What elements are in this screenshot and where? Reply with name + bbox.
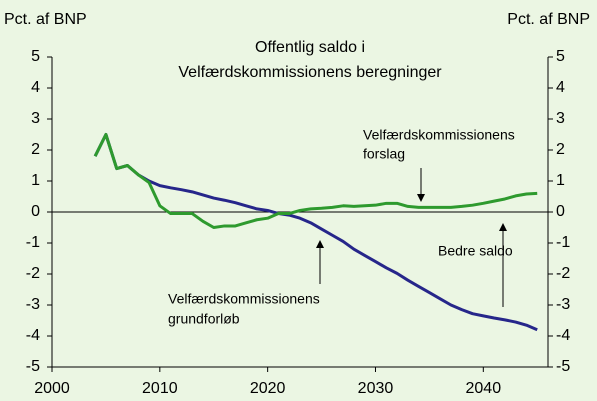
y-tick-label: 5: [31, 48, 40, 65]
y2-tick-label: 5: [556, 48, 565, 65]
y2-axis-label: Pct. af BNP: [507, 11, 590, 28]
chart-title: Offentlig saldo i: [255, 39, 365, 56]
annotation: Bedre saldo: [438, 243, 513, 259]
y-tick-label: 2: [31, 141, 40, 158]
y2-tick-label: -3: [556, 296, 570, 313]
annotation: grundforløb: [168, 311, 240, 327]
y-tick-label: -4: [26, 327, 40, 344]
y-tick-label: 0: [31, 203, 40, 220]
y2-tick-label: 0: [556, 203, 565, 220]
y-tick-label: 1: [31, 172, 40, 189]
y-tick-label: -1: [26, 234, 40, 251]
chart-title: Velfærdskommissionens beregninger: [178, 64, 442, 81]
y2-tick-label: -4: [556, 327, 570, 344]
y-tick-label: -2: [26, 265, 40, 282]
y2-tick-label: 1: [556, 172, 565, 189]
line-series: [93, 133, 538, 229]
y2-tick-label: -1: [556, 234, 570, 251]
annotation: forslag: [363, 146, 405, 162]
y2-tick-label: -2: [556, 265, 570, 282]
y2-tick-label: 3: [556, 110, 565, 127]
y-tick-label: 3: [31, 110, 40, 127]
line-series: [93, 133, 538, 332]
y-tick-label: -5: [26, 358, 40, 375]
x-tick-label: 2030: [358, 380, 394, 397]
x-tick-label: 2040: [466, 380, 502, 397]
x-tick-label: 2020: [250, 380, 286, 397]
y-axis-label: Pct. af BNP: [4, 11, 87, 28]
y2-tick-label: 4: [556, 79, 565, 96]
y-tick-label: 4: [31, 79, 40, 96]
y-tick-label: -3: [26, 296, 40, 313]
y2-tick-label: 2: [556, 141, 565, 158]
annotation: Velfærdskommissionens: [363, 127, 515, 143]
x-tick-label: 2000: [34, 380, 70, 397]
annotation: Velfærdskommissionens: [168, 291, 320, 307]
x-tick-label: 2010: [142, 380, 178, 397]
y2-tick-label: -5: [556, 358, 570, 375]
